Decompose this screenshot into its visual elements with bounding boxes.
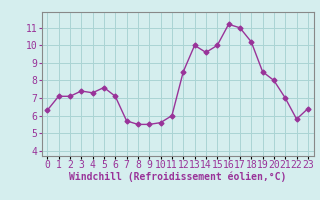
X-axis label: Windchill (Refroidissement éolien,°C): Windchill (Refroidissement éolien,°C) bbox=[69, 172, 286, 182]
